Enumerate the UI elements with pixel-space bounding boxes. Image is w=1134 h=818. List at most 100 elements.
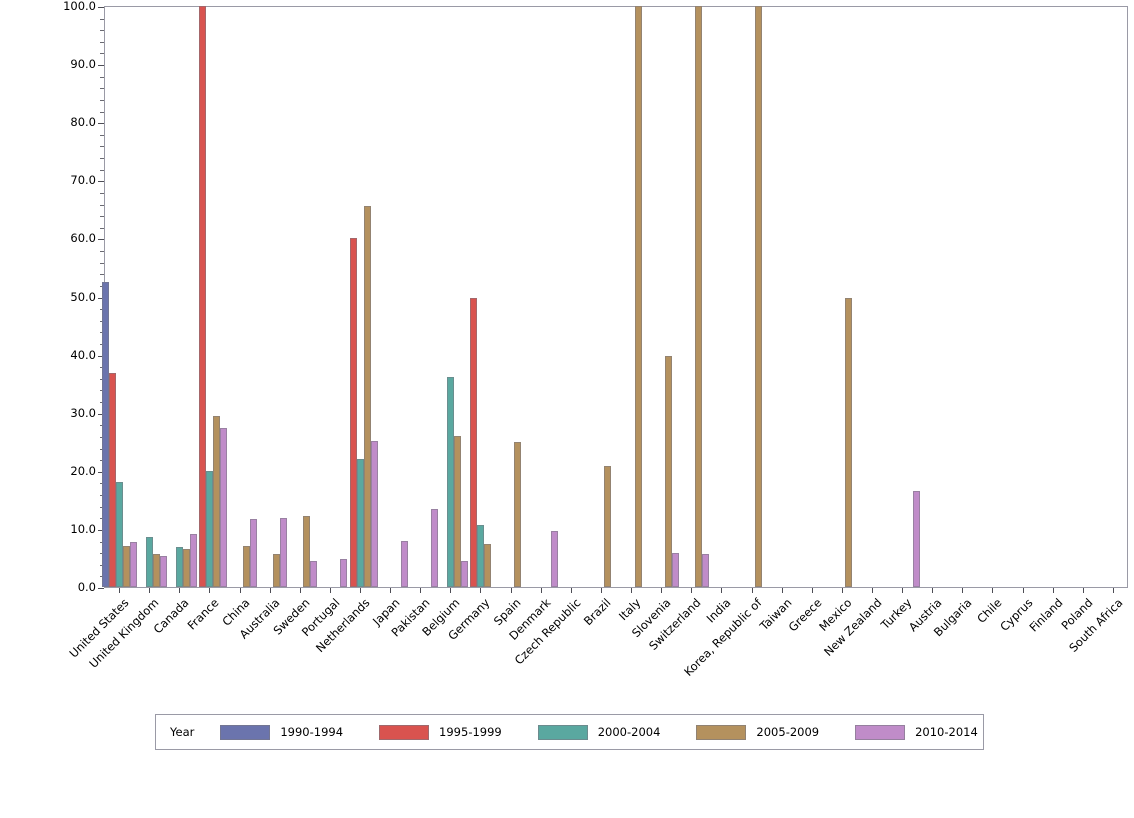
bar: [363, 206, 371, 587]
y-tick-label: 60.0: [70, 231, 96, 246]
y-tick-minor-mark: [100, 76, 104, 78]
y-tick-mark: [98, 471, 104, 473]
y-tick-minor-mark: [100, 88, 104, 90]
bar: [671, 552, 679, 587]
y-tick-mark: [98, 355, 104, 357]
legend-label: 1995-1999: [439, 725, 502, 739]
x-tick-mark: [631, 588, 633, 593]
y-tick-label: 10.0: [70, 521, 96, 536]
y-tick-minor-mark: [100, 274, 104, 276]
legend-entry[interactable]: 2005-2009: [696, 724, 820, 740]
bar: [198, 6, 206, 587]
bar: [469, 297, 477, 587]
x-tick-mark: [360, 588, 361, 593]
y-tick-label: 100.0: [63, 0, 96, 13]
bar: [446, 376, 454, 587]
y-tick-mark: [98, 529, 104, 531]
legend-swatch: [220, 724, 271, 740]
legend-label: 1990-1994: [280, 725, 344, 739]
x-tick-mark: [299, 588, 301, 593]
y-tick-minor-mark: [100, 262, 104, 264]
y-tick-mark: [98, 239, 104, 241]
y-tick-minor-mark: [100, 169, 104, 171]
legend-title: Year: [170, 725, 195, 739]
bar: [664, 355, 672, 587]
x-tick-mark: [1052, 588, 1054, 593]
bar: [243, 546, 251, 587]
bar: [212, 416, 220, 587]
y-tick-label: 50.0: [70, 289, 96, 304]
bar: [755, 6, 763, 587]
x-tick-mark: [510, 588, 512, 593]
bar: [694, 6, 702, 587]
bar: [634, 6, 642, 587]
y-tick-minor-mark: [100, 111, 104, 113]
legend-entries: 1990-1994 1995-1999 2000-2004 2005-2009 2010…: [220, 724, 1013, 740]
bar: [303, 515, 311, 587]
x-tick-mark: [480, 588, 482, 593]
y-tick-minor-mark: [100, 18, 104, 20]
bar: [430, 508, 438, 587]
y-tick-mark: [98, 413, 104, 415]
x-tick-mark: [570, 588, 572, 593]
y-tick-mark: [98, 297, 104, 299]
legend-entry[interactable]: 2010-2014: [855, 724, 978, 740]
x-tick-mark: [811, 588, 813, 593]
legend-label: 2005-2009: [756, 725, 820, 739]
y-tick-minor-mark: [100, 192, 104, 194]
bar: [349, 238, 357, 587]
y-tick-label: 40.0: [70, 347, 96, 362]
legend-entry[interactable]: 2000-2004: [537, 724, 661, 740]
x-tick-mark: [691, 588, 693, 593]
legend-entry[interactable]: 1995-1999: [379, 724, 502, 740]
legend-swatch: [696, 724, 747, 740]
x-tick-mark: [540, 588, 542, 593]
x-tick-mark: [661, 588, 663, 593]
bar: [115, 482, 123, 587]
y-tick-mark: [98, 588, 104, 589]
x-tick-mark: [902, 588, 904, 593]
legend-entry[interactable]: 1990-1994: [220, 724, 344, 740]
legend-label: 2000-2004: [597, 725, 661, 739]
x-tick-mark: [209, 588, 211, 593]
x-tick-mark: [1082, 588, 1084, 593]
legend-label: 2010-2014: [915, 725, 978, 739]
bar: [453, 435, 461, 587]
y-tick-label: 0.0: [77, 580, 96, 594]
y-tick-mark: [98, 181, 104, 183]
bar: [189, 533, 197, 587]
x-tick-mark: [420, 588, 422, 593]
bar: [310, 560, 318, 587]
legend: Year 1990-1994 1995-1999 2000-2004 2005-200…: [155, 714, 984, 750]
bar: [152, 554, 160, 587]
y-tick-minor-mark: [100, 134, 104, 136]
y-tick-minor-mark: [100, 53, 104, 55]
x-tick-mark: [1112, 588, 1114, 593]
x-tick-mark: [149, 588, 151, 593]
x-tick-mark: [1022, 588, 1024, 593]
bar: [340, 558, 348, 587]
bar: [182, 549, 190, 587]
y-tick-label: 30.0: [70, 405, 96, 420]
bar: [701, 553, 709, 587]
x-tick-mark: [450, 588, 452, 593]
bar: [219, 427, 227, 587]
x-tick-mark: [721, 588, 723, 593]
y-tick-mark: [98, 65, 104, 67]
x-tick-mark: [932, 588, 934, 593]
x-tick-mark: [781, 588, 783, 593]
y-tick-mark: [98, 123, 104, 125]
bar: [280, 518, 288, 587]
bar: [476, 525, 484, 587]
y-tick-label: 70.0: [70, 173, 96, 188]
bar: [101, 281, 109, 587]
legend-swatch: [537, 724, 588, 740]
plot-area: [101, 6, 1128, 588]
bar: [273, 554, 281, 587]
x-tick-mark: [992, 588, 994, 593]
y-tick-mark: [98, 7, 104, 8]
bar: [483, 544, 491, 587]
x-tick-mark: [119, 588, 121, 593]
y-tick-minor-mark: [100, 30, 104, 32]
y-tick-minor-mark: [100, 99, 104, 101]
